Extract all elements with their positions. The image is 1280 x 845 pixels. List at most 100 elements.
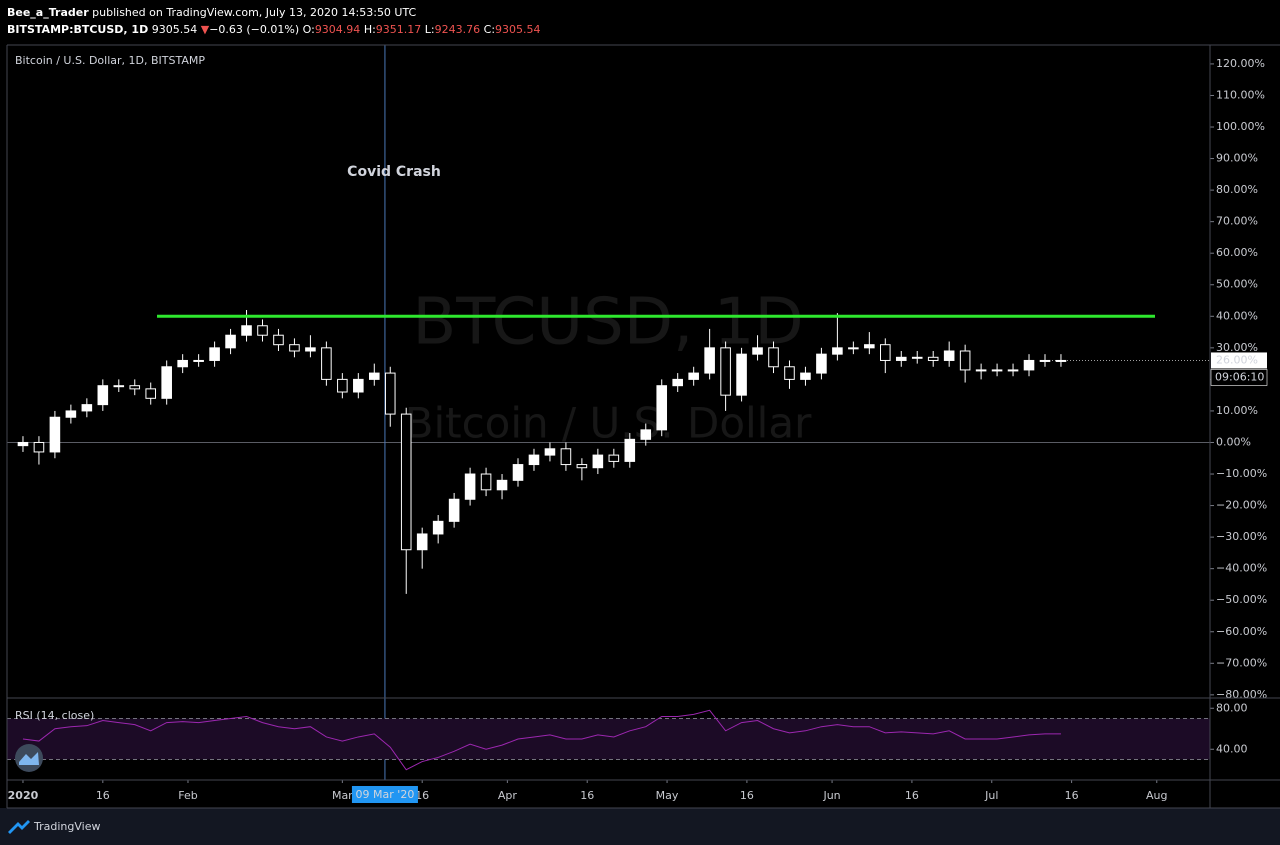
candle-body bbox=[880, 344, 891, 361]
footer-brand: TradingView bbox=[33, 820, 100, 833]
y-tick-label: 70.00% bbox=[1216, 215, 1258, 228]
candle-body bbox=[624, 438, 636, 462]
x-tick-label: 16 bbox=[96, 789, 110, 802]
candle-body bbox=[129, 385, 141, 390]
y-tick-label: 30.00% bbox=[1216, 341, 1258, 354]
y-tick-label: 110.00% bbox=[1216, 88, 1265, 101]
x-tick-label: 16 bbox=[740, 789, 754, 802]
y-tick-label: −60.00% bbox=[1216, 625, 1267, 638]
candle-body bbox=[400, 413, 412, 551]
candle-body bbox=[225, 334, 236, 349]
crosshair-label-box bbox=[351, 786, 418, 803]
y-tick-label: −70.00% bbox=[1216, 656, 1267, 669]
watermark: Bitcoin / U.S. Dollar bbox=[405, 399, 812, 448]
y-tick-label: 90.00% bbox=[1216, 152, 1258, 165]
ohlc-label: L: bbox=[425, 23, 435, 36]
x-tick-label: Apr bbox=[498, 789, 518, 802]
ohlc-label: C: bbox=[484, 23, 495, 36]
candle-body bbox=[464, 473, 476, 500]
candle-body bbox=[991, 369, 1003, 372]
x-tick-label: 16 bbox=[580, 789, 594, 802]
header-line-2: BITSTAMP:BTCUSD, 1D 9305.54 ▼−0.63 (−0.0… bbox=[7, 23, 541, 36]
x-tick-label: Mar bbox=[332, 789, 353, 802]
candle-body bbox=[289, 344, 300, 352]
candle-body bbox=[927, 356, 939, 361]
candle-body bbox=[528, 454, 540, 466]
ohlc-value: 9243.76 bbox=[435, 23, 481, 36]
y-tick-label: 40.00% bbox=[1216, 309, 1258, 322]
x-tick-label: 16 bbox=[905, 789, 919, 802]
ohlc-label: O: bbox=[303, 23, 315, 36]
candle-body bbox=[1039, 359, 1051, 362]
pane-title: Bitcoin / U.S. Dollar, 1D, BITSTAMP bbox=[15, 54, 205, 67]
y-tick-label: 100.00% bbox=[1216, 120, 1265, 133]
annotation: Covid Crash bbox=[347, 164, 441, 180]
candle-body bbox=[608, 454, 620, 462]
change: −0.63 (−0.01%) bbox=[209, 23, 299, 36]
x-tick-label: 16 bbox=[1065, 789, 1079, 802]
watermark: BTCUSD, 1D bbox=[412, 286, 803, 360]
candle-body bbox=[704, 347, 715, 374]
candle-body bbox=[576, 464, 588, 469]
candle-body bbox=[656, 385, 668, 431]
candle-body bbox=[257, 325, 268, 336]
rsi-band bbox=[7, 718, 1210, 760]
candle-body bbox=[448, 498, 460, 522]
candle-body bbox=[49, 416, 61, 453]
candle-body bbox=[177, 359, 188, 368]
candle-body bbox=[911, 356, 923, 359]
candle-body bbox=[592, 454, 604, 469]
candle-body bbox=[384, 372, 396, 415]
y-tick-label: 50.00% bbox=[1216, 278, 1258, 291]
x-tick-label: 2020 bbox=[8, 789, 39, 802]
published: published on TradingView.com, July 13, 2… bbox=[92, 6, 416, 19]
price: 9305.54 bbox=[152, 23, 198, 36]
crosshair-label: 09 Mar '20 bbox=[356, 788, 415, 801]
y-tick-label: 80.00% bbox=[1216, 183, 1258, 196]
y-tick-label: −80.00% bbox=[1216, 688, 1267, 701]
tradingview-logo bbox=[8, 820, 30, 834]
countdown-box bbox=[1210, 369, 1268, 386]
y-tick-label: −40.00% bbox=[1216, 562, 1267, 575]
candle-body bbox=[512, 464, 524, 481]
y-tick-label: −30.00% bbox=[1216, 530, 1267, 543]
candle-body bbox=[209, 347, 220, 361]
candle-body bbox=[241, 325, 252, 336]
x-tick-label: Feb bbox=[178, 789, 197, 802]
candle-body bbox=[544, 448, 556, 456]
candle-body bbox=[416, 533, 428, 551]
candle-body bbox=[895, 356, 907, 361]
candle-body bbox=[832, 347, 843, 355]
candle-body bbox=[321, 347, 332, 380]
candle-body bbox=[337, 378, 348, 393]
y-tick-label: −10.00% bbox=[1216, 467, 1267, 480]
y-tick-label: 80.00 bbox=[1216, 701, 1248, 714]
candle-body bbox=[368, 372, 380, 380]
candle-body bbox=[800, 372, 811, 380]
header-line-1: Bee_a_Trader published on TradingView.co… bbox=[7, 6, 417, 19]
x-tick-label: May bbox=[656, 789, 679, 802]
candle-body bbox=[273, 334, 284, 346]
footer-bar bbox=[0, 808, 1280, 845]
candle-body bbox=[1007, 369, 1019, 372]
y-tick-label: 40.00 bbox=[1216, 742, 1248, 755]
candle-body bbox=[784, 366, 795, 380]
x-tick-label: Jul bbox=[984, 789, 998, 802]
publisher: Bee_a_Trader bbox=[7, 6, 89, 19]
candle-body bbox=[305, 347, 316, 352]
candle-body bbox=[816, 353, 827, 374]
candle-body bbox=[959, 350, 971, 371]
candle-body bbox=[975, 369, 987, 372]
candle-body bbox=[1055, 359, 1067, 362]
candle-body bbox=[752, 347, 763, 355]
candle-body bbox=[353, 378, 364, 393]
last-price-label: 26.00% bbox=[1216, 353, 1258, 366]
candle-body bbox=[848, 347, 859, 350]
candle-body bbox=[1023, 359, 1035, 371]
rsi-line bbox=[22, 709, 1061, 771]
candle-body bbox=[688, 372, 699, 380]
countdown: 09:06:10 bbox=[1215, 370, 1264, 383]
y-tick-label: −20.00% bbox=[1216, 499, 1267, 512]
